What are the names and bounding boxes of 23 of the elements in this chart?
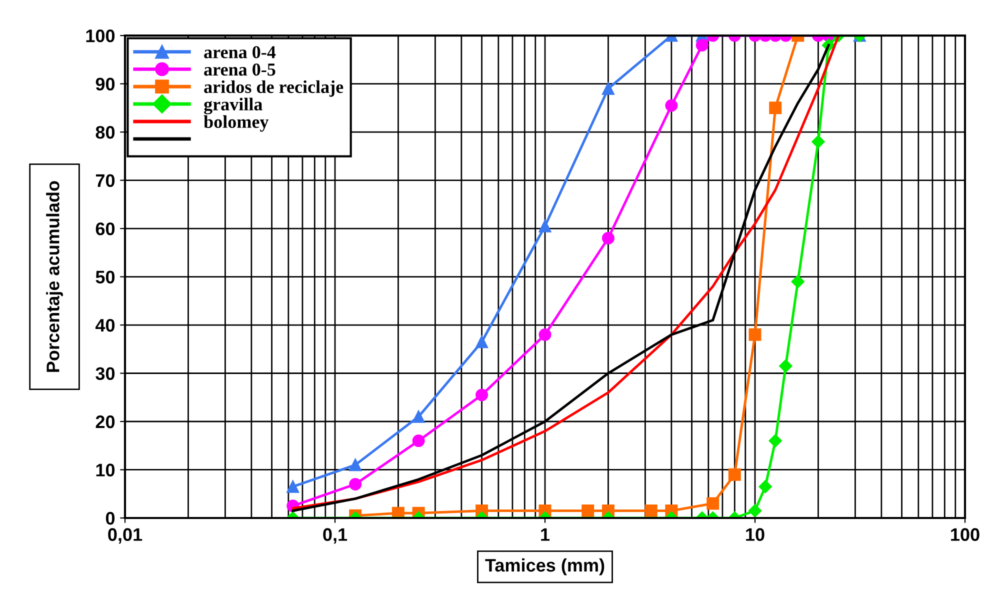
x-tick-label: 10 <box>746 528 764 541</box>
y-tick-label: 60 <box>96 222 115 236</box>
y-tick-label: 100 <box>86 29 115 42</box>
y-tick-label: 70 <box>96 174 115 188</box>
y-axis-title: Porcentaje acumulado <box>46 181 63 372</box>
legend-label: arena 0-5 <box>204 64 276 76</box>
legend-label: bolomey <box>204 115 269 132</box>
y-tick-label: 50 <box>96 270 115 284</box>
legend-label: aridos de reciclaje <box>204 80 344 97</box>
x-tick-label: 1 <box>541 528 550 541</box>
x-tick-label: 0,1 <box>323 528 348 544</box>
y-tick-label: 10 <box>96 464 115 476</box>
y-tick-label: 40 <box>95 318 115 332</box>
y-tick-label: 0 <box>106 512 115 525</box>
legend-label: gravilla <box>204 98 262 114</box>
x-tick-label: 0,01 <box>108 528 142 544</box>
y-tick-label: 90 <box>96 78 115 91</box>
y-tick-label: 20 <box>96 415 115 428</box>
x-tick-label: 100 <box>951 528 980 541</box>
x-axis-title: Tamices (mm) <box>485 558 604 576</box>
legend-label: arena 0-4 <box>204 46 276 58</box>
y-tick-label: 30 <box>96 367 115 380</box>
y-tick-label: 80 <box>96 126 115 139</box>
